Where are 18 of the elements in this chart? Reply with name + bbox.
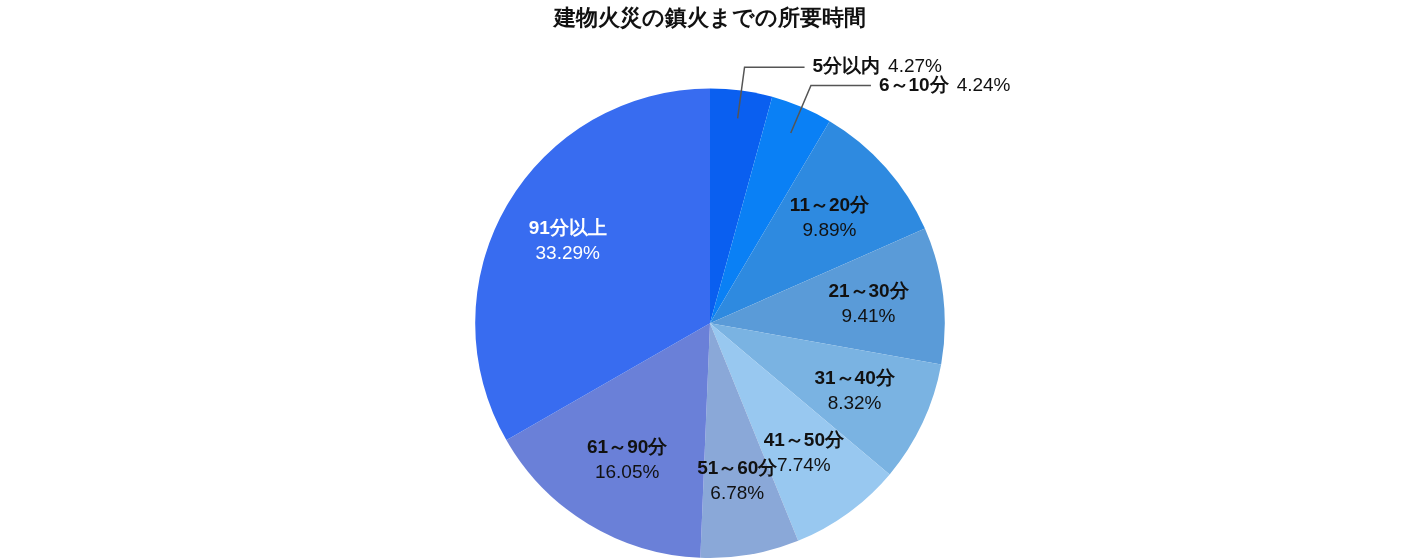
slice-label: 91分以上: [528, 217, 607, 239]
data-label: 8.32%: [827, 392, 882, 414]
chart-title: 建物火災の鎮火までの所要時間: [552, 5, 866, 31]
slice-label: 61～90分: [587, 435, 669, 457]
data-label: 6.78%: [710, 481, 765, 503]
data-label: 9.41%: [841, 305, 896, 327]
slice-label: 11～20分: [789, 193, 871, 215]
data-label: 33.29%: [535, 242, 601, 264]
data-label: 7.74%: [776, 453, 831, 475]
slice-label: 41～50分: [763, 428, 845, 450]
slice-label: 51～60分: [697, 456, 779, 478]
data-label: 16.05%: [594, 460, 660, 482]
slice-label: 6～10分: [878, 73, 950, 95]
data-label: 9.89%: [802, 218, 857, 240]
data-label: 4.24%: [956, 73, 1011, 95]
slice-label: 31～40分: [814, 367, 896, 389]
slice-label: 5分以内: [812, 55, 881, 77]
slice-label: 21～30分: [828, 280, 910, 302]
